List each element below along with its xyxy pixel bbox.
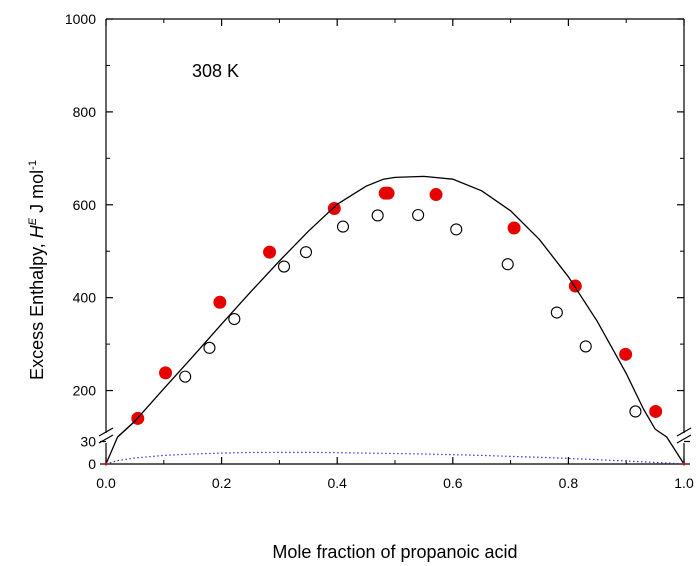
open-data-point bbox=[501, 258, 514, 271]
y-upper-tick-label: 1000 bbox=[65, 11, 96, 27]
x-axis-title: Mole fraction of propanoic acid bbox=[272, 542, 517, 562]
x-tick-label: 0.4 bbox=[327, 475, 347, 491]
left-axis-break-mark-1 bbox=[98, 427, 114, 437]
y-axis-title-unit: J mol bbox=[27, 170, 47, 218]
filled-data-point bbox=[213, 295, 227, 309]
open-data-point bbox=[277, 260, 291, 273]
filled-data-point bbox=[159, 366, 173, 380]
open-data-point bbox=[550, 306, 563, 319]
open-data-point bbox=[450, 223, 463, 236]
axes bbox=[98, 18, 692, 465]
open-data-point bbox=[299, 246, 313, 259]
open-data-point bbox=[336, 220, 350, 233]
endpoint-marker-right bbox=[682, 462, 686, 466]
y-axis-title-prefix: Excess Enthalpy, bbox=[27, 238, 47, 380]
open-data-point bbox=[629, 405, 642, 418]
x-tick-label: 0.6 bbox=[443, 475, 463, 491]
filled-data-point bbox=[649, 404, 663, 418]
y-axis-title-superscript: E bbox=[27, 217, 39, 225]
filled-data-point bbox=[507, 221, 521, 235]
x-tick-label: 0.0 bbox=[96, 475, 116, 491]
right-axis-break-mark-1 bbox=[676, 427, 692, 437]
ticks: 0.0 0.2 0.4 0.6 0.8 1.0 200 400 600 800 1000 0 30 bbox=[65, 11, 694, 491]
y-upper-tick-label: 800 bbox=[73, 104, 97, 120]
right-axis-break-mark-2 bbox=[676, 434, 692, 444]
y-lower-tick-label: 30 bbox=[80, 434, 96, 450]
filled-data-point bbox=[263, 245, 277, 259]
y-lower-tick-label: 0 bbox=[88, 456, 96, 472]
y-upper-tick-label: 200 bbox=[73, 383, 97, 399]
filled-data-point bbox=[429, 188, 443, 202]
x-tick-label: 0.2 bbox=[212, 475, 232, 491]
x-tick-label: 1.0 bbox=[674, 475, 694, 491]
open-data-point bbox=[203, 341, 216, 354]
open-data-point bbox=[579, 340, 592, 353]
temperature-annotation: 308 K bbox=[192, 61, 239, 81]
open-data-point bbox=[371, 209, 384, 222]
open-data-point bbox=[179, 370, 192, 383]
y-upper-tick-label: 400 bbox=[73, 290, 97, 306]
y-axis-title: Excess Enthalpy, HE J mol-1 bbox=[27, 160, 47, 380]
endpoint-marker-left bbox=[104, 462, 108, 466]
nrtl-fit-curve-left-end bbox=[105, 420, 136, 465]
series-layer bbox=[104, 175, 686, 466]
filled-data-point bbox=[327, 201, 341, 215]
nrtl-fit-curve-right-end bbox=[654, 428, 685, 465]
y-axis-title-unit-superscript: -1 bbox=[27, 160, 39, 170]
filled-data-point bbox=[619, 347, 633, 361]
open-data-point bbox=[412, 208, 425, 222]
y-upper-tick-label: 600 bbox=[73, 197, 97, 213]
x-tick-label: 0.8 bbox=[559, 475, 579, 491]
y-axis-title-symbol: H bbox=[27, 224, 47, 238]
filled-data-point bbox=[381, 186, 395, 200]
open-data-point bbox=[228, 312, 241, 326]
nrtl-fit-curve bbox=[117, 175, 656, 438]
